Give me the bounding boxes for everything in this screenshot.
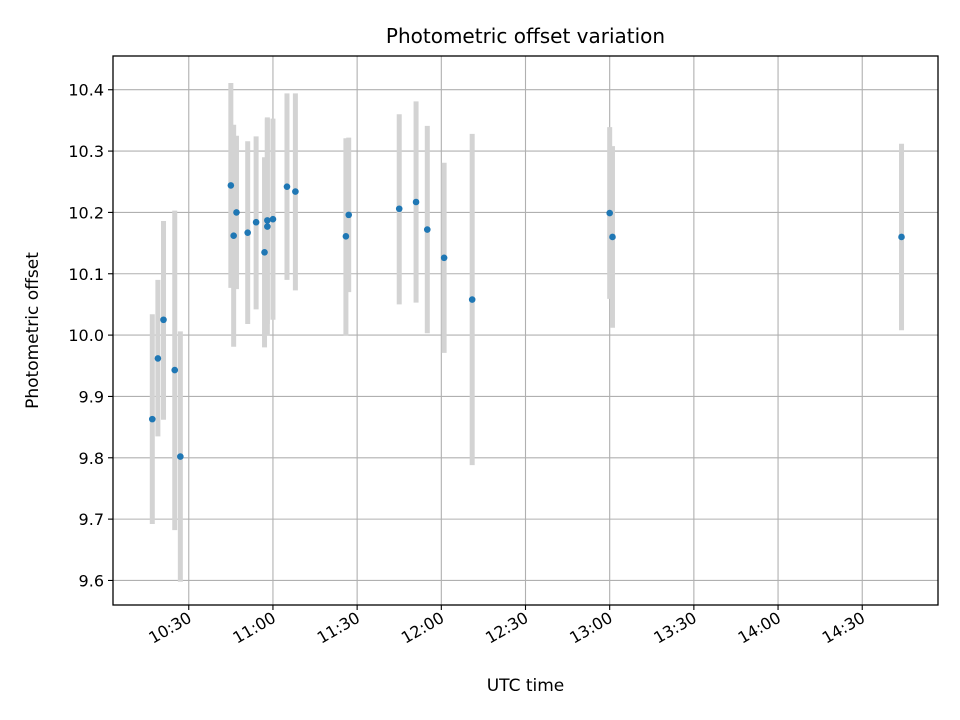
data-point bbox=[264, 217, 271, 224]
x-axis-title: UTC time bbox=[487, 676, 565, 696]
data-point bbox=[264, 223, 271, 230]
y-tick-label: 9.7 bbox=[79, 510, 104, 529]
y-tick-label: 10.3 bbox=[68, 142, 104, 161]
y-tick-label: 9.8 bbox=[79, 449, 104, 468]
data-point bbox=[160, 316, 167, 324]
y-tick-label: 9.9 bbox=[79, 387, 104, 406]
data-point bbox=[606, 209, 613, 217]
data-point bbox=[171, 366, 179, 374]
data-point bbox=[292, 188, 299, 195]
data-point bbox=[609, 233, 616, 241]
data-point bbox=[230, 232, 237, 240]
data-point bbox=[233, 209, 240, 216]
data-point bbox=[154, 355, 162, 362]
point-layer bbox=[148, 182, 905, 460]
y-tick-label: 10.4 bbox=[68, 81, 104, 100]
data-point bbox=[177, 453, 184, 460]
data-point bbox=[468, 296, 476, 303]
data-point bbox=[423, 226, 431, 233]
data-point bbox=[269, 215, 277, 223]
data-point bbox=[412, 198, 420, 206]
y-tick-label: 10.0 bbox=[68, 326, 104, 345]
data-point bbox=[227, 182, 235, 189]
data-point bbox=[252, 218, 260, 226]
data-point bbox=[440, 254, 448, 262]
data-point bbox=[345, 211, 353, 219]
data-point bbox=[148, 415, 156, 423]
y-axis-title: Photometric offset bbox=[23, 252, 43, 409]
data-point bbox=[244, 229, 251, 236]
y-tick-label: 10.1 bbox=[68, 265, 104, 284]
y-tick-label: 10.2 bbox=[68, 203, 104, 222]
data-point bbox=[395, 205, 403, 213]
data-point bbox=[342, 233, 350, 240]
y-tick-label: 9.6 bbox=[79, 571, 104, 590]
data-point bbox=[261, 248, 268, 256]
chart-title: Photometric offset variation bbox=[386, 24, 665, 48]
data-point bbox=[898, 233, 905, 241]
data-point bbox=[283, 183, 291, 190]
tick-layer bbox=[108, 89, 863, 610]
